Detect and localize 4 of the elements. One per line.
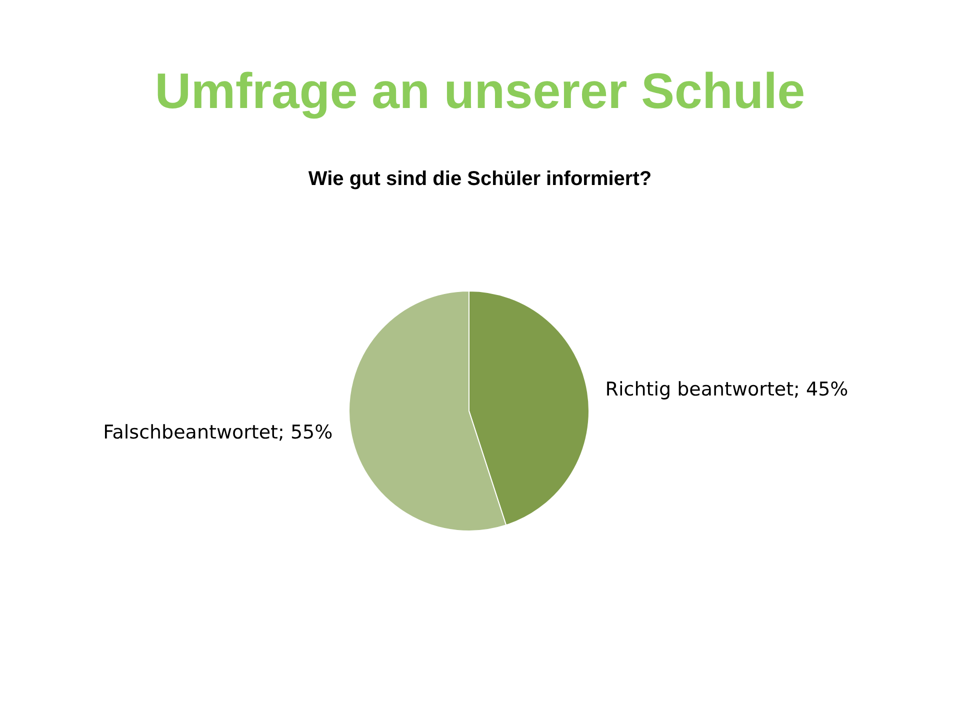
slice-label: Richtig beantwortet; 45% [605, 378, 848, 400]
slice-label: Falschbeantwortet; 55% [103, 422, 333, 444]
chart-subtitle: Wie gut sind die Schüler informiert? [307, 168, 653, 191]
chart-title: Umfrage an unserer Schule [154, 62, 806, 120]
